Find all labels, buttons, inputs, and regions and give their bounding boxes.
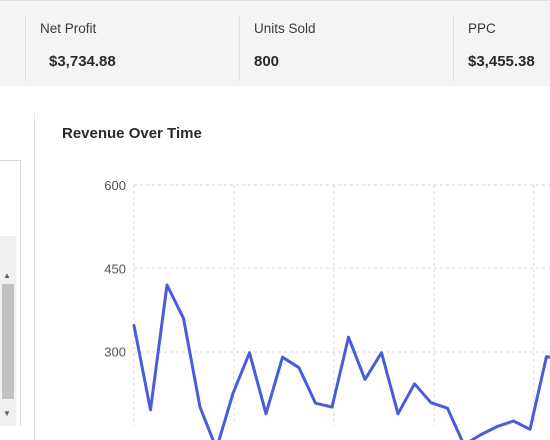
scroll-up-icon[interactable]: ▲ <box>3 271 11 280</box>
revenue-series-line <box>132 283 550 440</box>
stat-divider <box>239 15 240 81</box>
stat-label: Units Sold <box>254 21 316 36</box>
stat-card-ppc: PPC $3,455.38 <box>453 1 550 87</box>
stat-divider <box>25 15 26 81</box>
stat-label: PPC <box>468 21 496 36</box>
stat-label: Net Profit <box>40 21 97 36</box>
stat-card-net-profit: Net Profit $3,734.88 <box>0 1 240 87</box>
stat-card-units-sold: Units Sold 800 <box>239 1 453 87</box>
grid <box>133 184 550 426</box>
scroll-down-icon[interactable]: ▼ <box>3 409 11 418</box>
y-tick-label: 600 <box>104 178 126 193</box>
y-axis-ticks: 600 450 300 <box>104 178 126 360</box>
scrollbar-track[interactable]: ▲ ▼ <box>0 236 16 426</box>
stat-value: $3,455.38 <box>468 53 535 70</box>
chart-title: Revenue Over Time <box>62 125 202 142</box>
stat-divider <box>453 15 454 81</box>
stat-value: $3,734.88 <box>49 53 116 70</box>
stat-value: 800 <box>254 53 280 70</box>
stats-bar: Net Profit $3,734.88 Units Sold 800 PPC … <box>0 0 550 86</box>
scrollbar-thumb[interactable] <box>2 284 14 399</box>
y-tick-label: 300 <box>104 345 126 360</box>
y-tick-label: 450 <box>104 261 126 276</box>
left-panel: ▲ ▼ <box>0 160 21 426</box>
panel-divider <box>34 113 35 440</box>
series-points <box>133 284 547 435</box>
